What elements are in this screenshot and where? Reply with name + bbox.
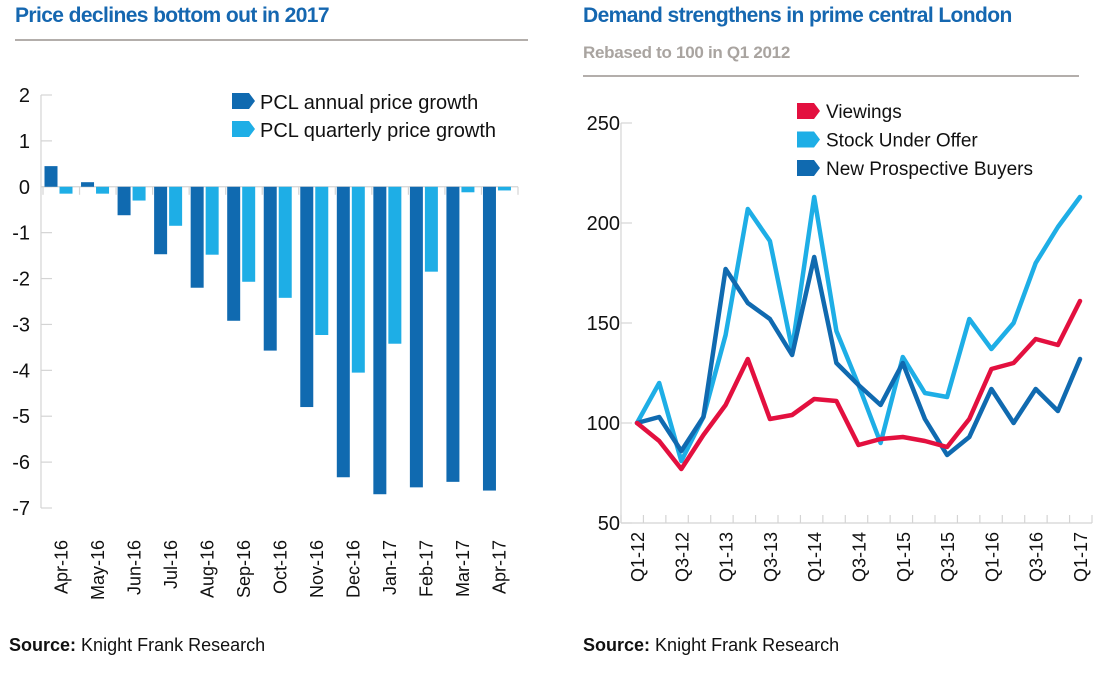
- x-tick-label: May-16: [88, 540, 108, 600]
- bar-quarterly: [205, 186, 219, 255]
- bar-annual: [409, 186, 423, 488]
- bar-annual: [117, 186, 131, 216]
- bar-quarterly: [424, 186, 438, 272]
- x-tick-label: Q1-12: [628, 532, 648, 582]
- x-tick-label: Q3-15: [938, 532, 958, 582]
- bar-quarterly: [278, 186, 292, 298]
- x-tick-label: Jul-16: [161, 540, 181, 589]
- x-tick-label: Q3-16: [1027, 532, 1047, 582]
- x-tick-label: Q1-15: [894, 532, 914, 582]
- y-tick-label: 2: [19, 85, 30, 107]
- legend-label: Viewings: [826, 102, 902, 123]
- y-tick-label: -5: [12, 406, 30, 428]
- line-chart: 250 200 150 100 50 Q1-12 Q3-12 Q1-13 Q3-13 Q1-14 Q…: [587, 102, 1093, 582]
- bar-quarterly: [169, 186, 183, 226]
- bar-quarterly: [461, 186, 475, 193]
- bar-quarterly: [388, 186, 402, 344]
- right-source-text: Knight Frank Research: [655, 635, 840, 655]
- right-source: Source: Knight Frank Research: [583, 635, 839, 656]
- y-tick-label: 1: [19, 131, 30, 153]
- y-tick-label: -3: [12, 314, 30, 336]
- bar-annual: [300, 186, 314, 408]
- right-chart-title: Demand strengthens in prime central Lond…: [583, 4, 1012, 27]
- x-tick-label: Oct-16: [271, 540, 291, 594]
- bar-annual: [482, 186, 496, 491]
- bar-annual: [227, 186, 241, 321]
- bar-annual: [190, 186, 204, 288]
- bar-quarterly: [242, 186, 256, 282]
- left-source: Source: Knight Frank Research: [9, 635, 265, 656]
- y-tick-label: 100: [587, 413, 620, 435]
- x-tick-label: Feb-17: [417, 540, 437, 597]
- legend-label: PCL quarterly price growth: [260, 120, 496, 142]
- bar-annual: [263, 186, 277, 351]
- y-tick-label: -6: [12, 452, 30, 474]
- bar-annual: [81, 182, 95, 187]
- left-source-label: Source:: [9, 635, 77, 655]
- bar-quarterly: [497, 186, 511, 191]
- bar-annual: [446, 186, 460, 482]
- y-tick-label: 0: [19, 177, 30, 199]
- y-tick-label: 200: [587, 213, 620, 235]
- x-tick-label: Q1-13: [717, 532, 737, 582]
- legend-marker-annual: [232, 93, 255, 109]
- bar-annual: [336, 186, 350, 478]
- x-tick-label: Q1-14: [805, 532, 825, 582]
- x-tick-label: Mar-17: [453, 540, 473, 597]
- y-tick-label: 250: [587, 113, 620, 135]
- y-tick-label: -2: [12, 269, 30, 291]
- bar-annual: [154, 186, 168, 255]
- left-chart-panel: Price declines bottom out in 2017 2 1 0 -1 -…: [0, 0, 545, 684]
- x-tick-label: Aug-16: [197, 540, 217, 598]
- bar-quarterly: [59, 186, 73, 194]
- bar-chart: 2 1 0 -1 -2 -3 -4 -5 -6 -7 Apr-16 May-16 Jun-16 Jul-1…: [12, 85, 519, 600]
- bar-quarterly: [315, 186, 329, 335]
- legend-marker-stock-under-offer: [797, 131, 820, 148]
- legend-marker-new-prospective-buyers: [797, 160, 820, 176]
- x-tick-label: Jun-16: [124, 540, 144, 595]
- bar-annual: [44, 166, 58, 187]
- x-tick-label: Apr-17: [490, 540, 510, 594]
- x-tick-label: Nov-16: [307, 540, 327, 598]
- x-tick-label: Sep-16: [234, 540, 254, 598]
- legend-marker-quarterly: [232, 121, 255, 137]
- y-tick-label: -4: [12, 360, 30, 382]
- y-tick-label: 50: [598, 513, 620, 535]
- x-tick-label: Q3-12: [672, 532, 692, 582]
- x-tick-label: Dec-16: [344, 540, 364, 598]
- x-tick-label: Q3-14: [850, 532, 870, 582]
- y-tick-label: -7: [12, 498, 30, 520]
- legend-label: New Prospective Buyers: [826, 159, 1033, 180]
- right-chart-panel: Demand strengthens in prime central Lond…: [570, 0, 1118, 684]
- left-chart-title: Price declines bottom out in 2017: [15, 4, 330, 27]
- right-chart-subtitle: Rebased to 100 in Q1 2012: [583, 43, 790, 62]
- bar-quarterly: [96, 186, 110, 194]
- legend-marker-viewings: [797, 103, 820, 119]
- y-tick-label: 150: [587, 313, 620, 335]
- x-tick-label: Q1-17: [1071, 532, 1091, 582]
- x-tick-label: Q1-16: [982, 532, 1002, 582]
- y-tick-label: -1: [12, 223, 30, 245]
- line-new-prospective-buyers: [634, 254, 1083, 458]
- left-source-text: Knight Frank Research: [81, 635, 266, 655]
- x-tick-label: Jan-17: [380, 540, 400, 595]
- left-title-rule: [15, 39, 528, 41]
- legend-label: Stock Under Offer: [826, 131, 978, 152]
- bar-annual: [373, 186, 387, 495]
- x-tick-label: Q3-13: [761, 532, 781, 582]
- right-source-label: Source:: [583, 635, 651, 655]
- right-title-rule: [583, 75, 1079, 77]
- bar-quarterly: [132, 186, 146, 201]
- legend-label: PCL annual price growth: [260, 92, 478, 114]
- bar-quarterly: [351, 186, 365, 373]
- line-viewings: [634, 298, 1083, 472]
- x-tick-label: Apr-16: [51, 540, 71, 594]
